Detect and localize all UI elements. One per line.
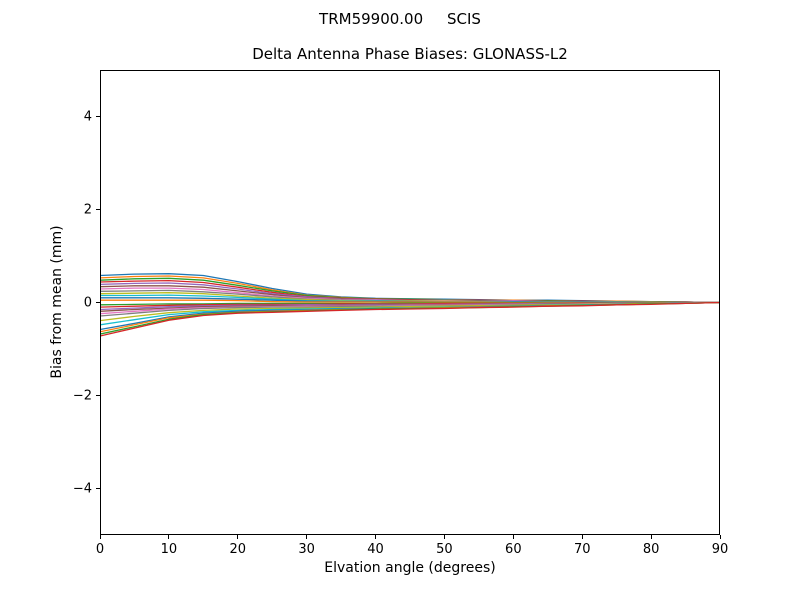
x-tick-label: 70 (573, 542, 591, 557)
x-tick-mark (512, 535, 514, 539)
x-tick-mark (443, 535, 445, 539)
x-tick-label: 20 (229, 542, 247, 557)
x-tick-mark (650, 535, 652, 539)
x-tick-label: 60 (505, 542, 522, 557)
chart-canvas (100, 70, 720, 535)
x-tick-mark (168, 535, 170, 539)
y-tick-mark (96, 395, 100, 396)
x-tick-label: 80 (642, 542, 660, 557)
y-tick-label: −4 (72, 481, 92, 496)
y-tick-label: −2 (72, 388, 92, 403)
y-tick-label: 4 (83, 109, 92, 124)
y-tick-mark (96, 302, 100, 303)
figure-suptitle: TRM59900.00 SCIS (319, 10, 481, 28)
y-axis-label: Bias from mean (mm) (49, 225, 65, 379)
x-tick-label: 50 (436, 542, 453, 557)
x-tick-label: 90 (711, 542, 729, 557)
y-tick-label: 0 (83, 295, 92, 310)
y-tick-mark (96, 209, 100, 210)
x-tick-label: 10 (160, 542, 178, 557)
y-tick-mark (96, 116, 100, 117)
y-tick-mark (96, 488, 100, 489)
x-tick-label: 0 (95, 542, 105, 557)
chart-title: Delta Antenna Phase Biases: GLONASS-L2 (252, 45, 568, 63)
x-tick-label: 40 (367, 542, 384, 557)
x-tick-mark (581, 535, 583, 539)
x-tick-label: 30 (298, 542, 315, 557)
x-tick-mark (306, 535, 308, 539)
x-axis-label: Elvation angle (degrees) (324, 560, 496, 576)
plot-area (100, 70, 720, 535)
axes-border (100, 70, 720, 535)
x-tick-mark (719, 535, 721, 539)
x-tick-mark (375, 535, 377, 539)
x-tick-mark (237, 535, 239, 539)
x-tick-mark (99, 535, 101, 539)
series-line-R24 (100, 301, 720, 337)
y-tick-label: 2 (83, 202, 92, 217)
